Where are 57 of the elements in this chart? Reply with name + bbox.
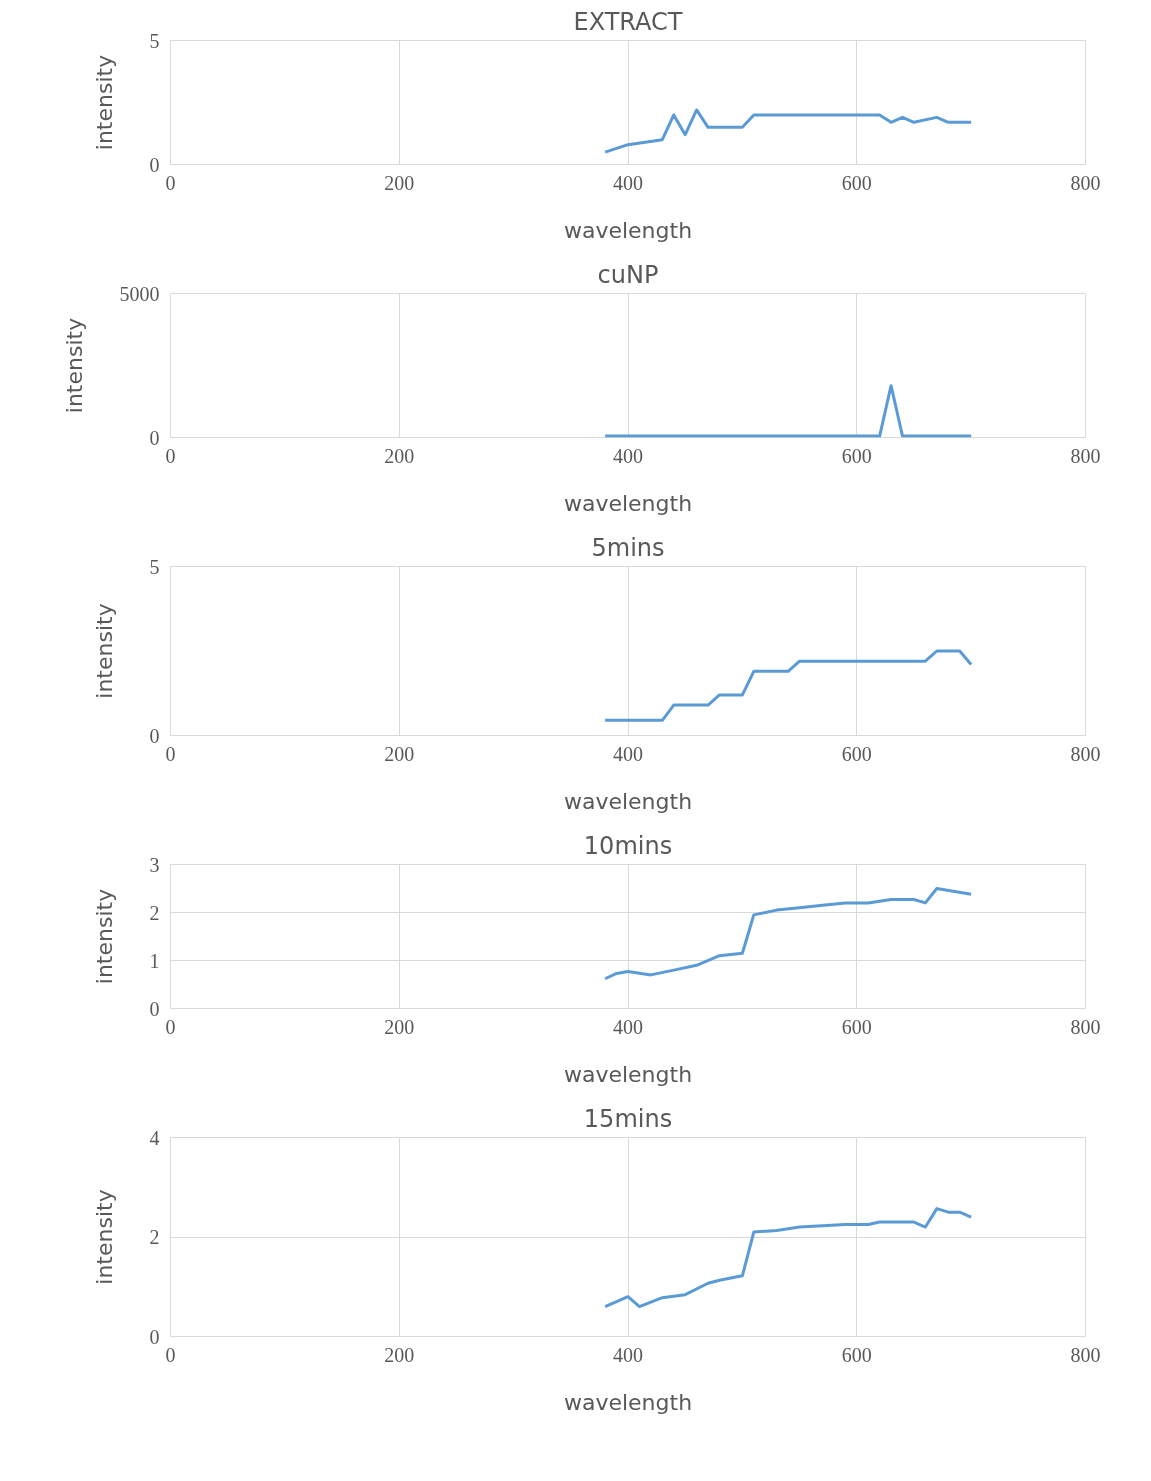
x-tick-label: 200 <box>384 444 415 467</box>
x-tick-label: 800 <box>1070 742 1101 765</box>
x-tick-label: 400 <box>613 1015 643 1038</box>
y-tick-label: 5000 <box>119 282 160 305</box>
y-tick-label: 0 <box>149 426 160 449</box>
x-axis-title: wavelength <box>563 1389 693 1415</box>
y-axis-title: intensity <box>91 1189 117 1285</box>
x-tick-label: 0 <box>165 171 176 194</box>
x-tick-label: 800 <box>1070 1015 1101 1038</box>
x-tick-label: 200 <box>384 742 415 765</box>
x-tick-label: 200 <box>384 1015 415 1038</box>
chart-title: 10mins <box>583 831 673 860</box>
y-tick-label: 5 <box>149 29 160 52</box>
x-tick-label: 400 <box>613 1343 643 1366</box>
y-axis-title: intensity <box>61 317 87 414</box>
x-tick-label: 200 <box>384 171 415 194</box>
y-tick-label: 2 <box>149 901 160 924</box>
x-tick-label: 600 <box>841 1343 872 1366</box>
y-tick-label: 0 <box>149 153 160 176</box>
x-axis-title: wavelength <box>563 788 693 814</box>
x-tick-label: 600 <box>841 444 872 467</box>
x-tick-label: 600 <box>841 171 872 194</box>
x-axis-title: wavelength <box>563 1061 693 1087</box>
line-series <box>603 1207 973 1309</box>
x-tick-label: 0 <box>165 1015 176 1038</box>
y-tick-label: 5 <box>149 555 160 578</box>
line-series <box>603 649 973 722</box>
x-tick-label: 800 <box>1070 1343 1101 1366</box>
x-tick-label: 600 <box>841 742 872 765</box>
line-series <box>603 108 973 154</box>
chart-title: 15mins <box>583 1104 673 1133</box>
y-tick-label: 1 <box>149 949 160 972</box>
x-tick-label: 600 <box>841 1015 872 1038</box>
x-tick-label: 0 <box>165 1343 176 1366</box>
x-tick-label: 400 <box>613 742 643 765</box>
y-tick-label: 2 <box>149 1226 160 1248</box>
x-tick-label: 400 <box>613 171 643 194</box>
y-tick-label: 0 <box>149 1325 160 1348</box>
line-series <box>603 887 973 981</box>
y-tick-label: 4 <box>149 1126 160 1149</box>
chart-title: 5mins <box>591 533 665 562</box>
y-tick-label: 0 <box>149 997 160 1020</box>
chart-title: cuNP <box>597 260 659 289</box>
y-axis-title: intensity <box>91 603 117 699</box>
chart-title: EXTRACT <box>573 7 683 36</box>
y-tick-label: 0 <box>149 724 160 747</box>
x-tick-label: 0 <box>165 742 176 765</box>
x-tick-label: 400 <box>613 444 643 467</box>
y-axis-title: intensity <box>91 888 117 985</box>
x-tick-label: 200 <box>384 1343 415 1366</box>
x-axis-title: wavelength <box>563 217 693 243</box>
x-tick-label: 0 <box>165 444 176 467</box>
x-tick-label: 800 <box>1070 171 1101 194</box>
x-axis-title: wavelength <box>563 490 693 516</box>
y-tick-label: 3 <box>149 853 160 876</box>
x-tick-label: 800 <box>1070 444 1101 467</box>
y-axis-title: intensity <box>91 54 117 151</box>
